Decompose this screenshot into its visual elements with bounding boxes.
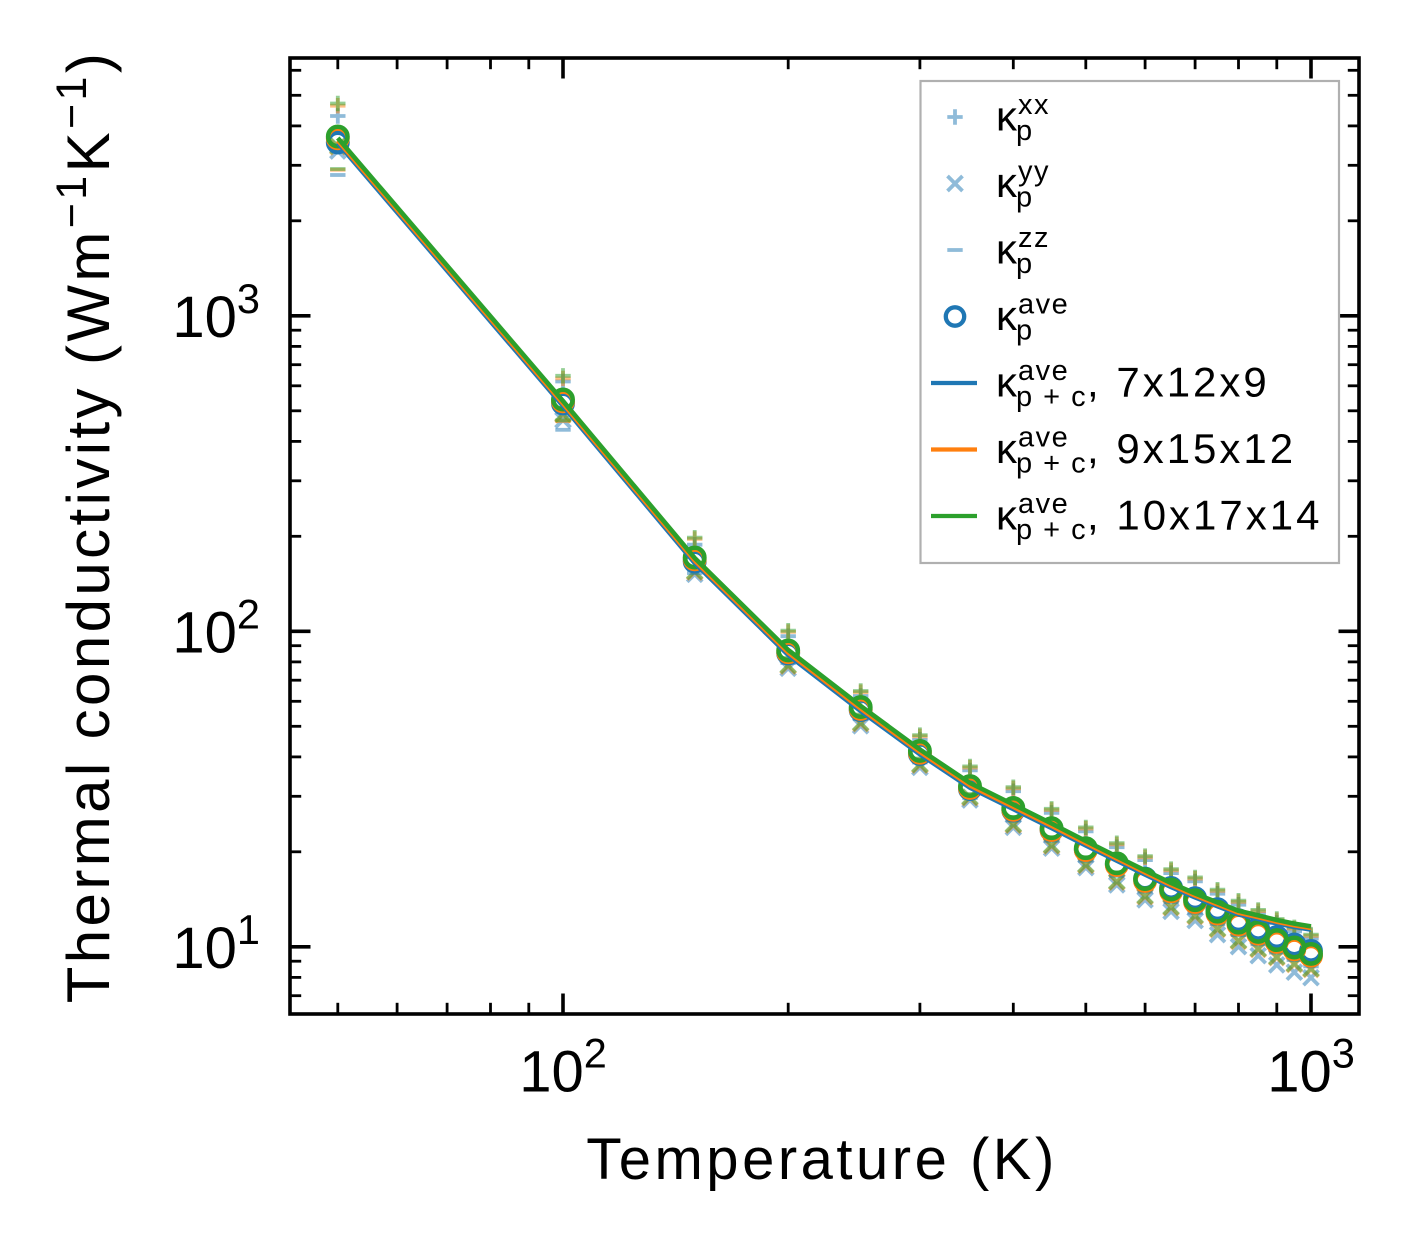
svg-text:ave: ave xyxy=(1018,355,1069,387)
svg-text:κ: κ xyxy=(996,226,1018,273)
svg-text:10: 10 xyxy=(172,916,237,981)
svg-text:κ: κ xyxy=(996,425,1018,472)
svg-text:10: 10 xyxy=(1267,1040,1332,1105)
svg-text:p: p xyxy=(1016,248,1034,280)
svg-text:10: 10 xyxy=(172,601,237,666)
svg-text:3: 3 xyxy=(237,275,260,322)
svg-text:, 10x17x14: , 10x17x14 xyxy=(1087,492,1323,539)
svg-text:p + c: p + c xyxy=(1016,514,1087,546)
svg-text:p: p xyxy=(1016,315,1034,347)
svg-text:, 7x12x9: , 7x12x9 xyxy=(1087,359,1270,406)
svg-text:p: p xyxy=(1016,115,1034,147)
svg-text:, 9x15x12: , 9x15x12 xyxy=(1087,425,1296,472)
svg-text:p + c: p + c xyxy=(1016,448,1087,480)
svg-text:2: 2 xyxy=(584,1030,607,1077)
svg-text:10: 10 xyxy=(172,285,237,350)
svg-text:10: 10 xyxy=(519,1040,584,1105)
svg-text:p + c: p + c xyxy=(1016,381,1087,413)
svg-text:xx: xx xyxy=(1018,89,1050,121)
svg-text:ave: ave xyxy=(1018,289,1069,321)
svg-text:2: 2 xyxy=(237,591,260,638)
svg-text:Temperature (K): Temperature (K) xyxy=(586,1127,1058,1192)
svg-text:zz: zz xyxy=(1018,222,1050,254)
svg-text:yy: yy xyxy=(1018,156,1050,188)
svg-text:ave: ave xyxy=(1018,422,1069,454)
svg-text:κ: κ xyxy=(996,492,1018,539)
svg-text:p: p xyxy=(1016,182,1034,214)
svg-text:κ: κ xyxy=(996,93,1018,140)
svg-text:1: 1 xyxy=(237,906,260,953)
svg-text:κ: κ xyxy=(996,292,1018,339)
svg-text:κ: κ xyxy=(996,159,1018,206)
svg-text:3: 3 xyxy=(1332,1030,1355,1077)
svg-text:ave: ave xyxy=(1018,488,1069,520)
svg-text:κ: κ xyxy=(996,359,1018,406)
